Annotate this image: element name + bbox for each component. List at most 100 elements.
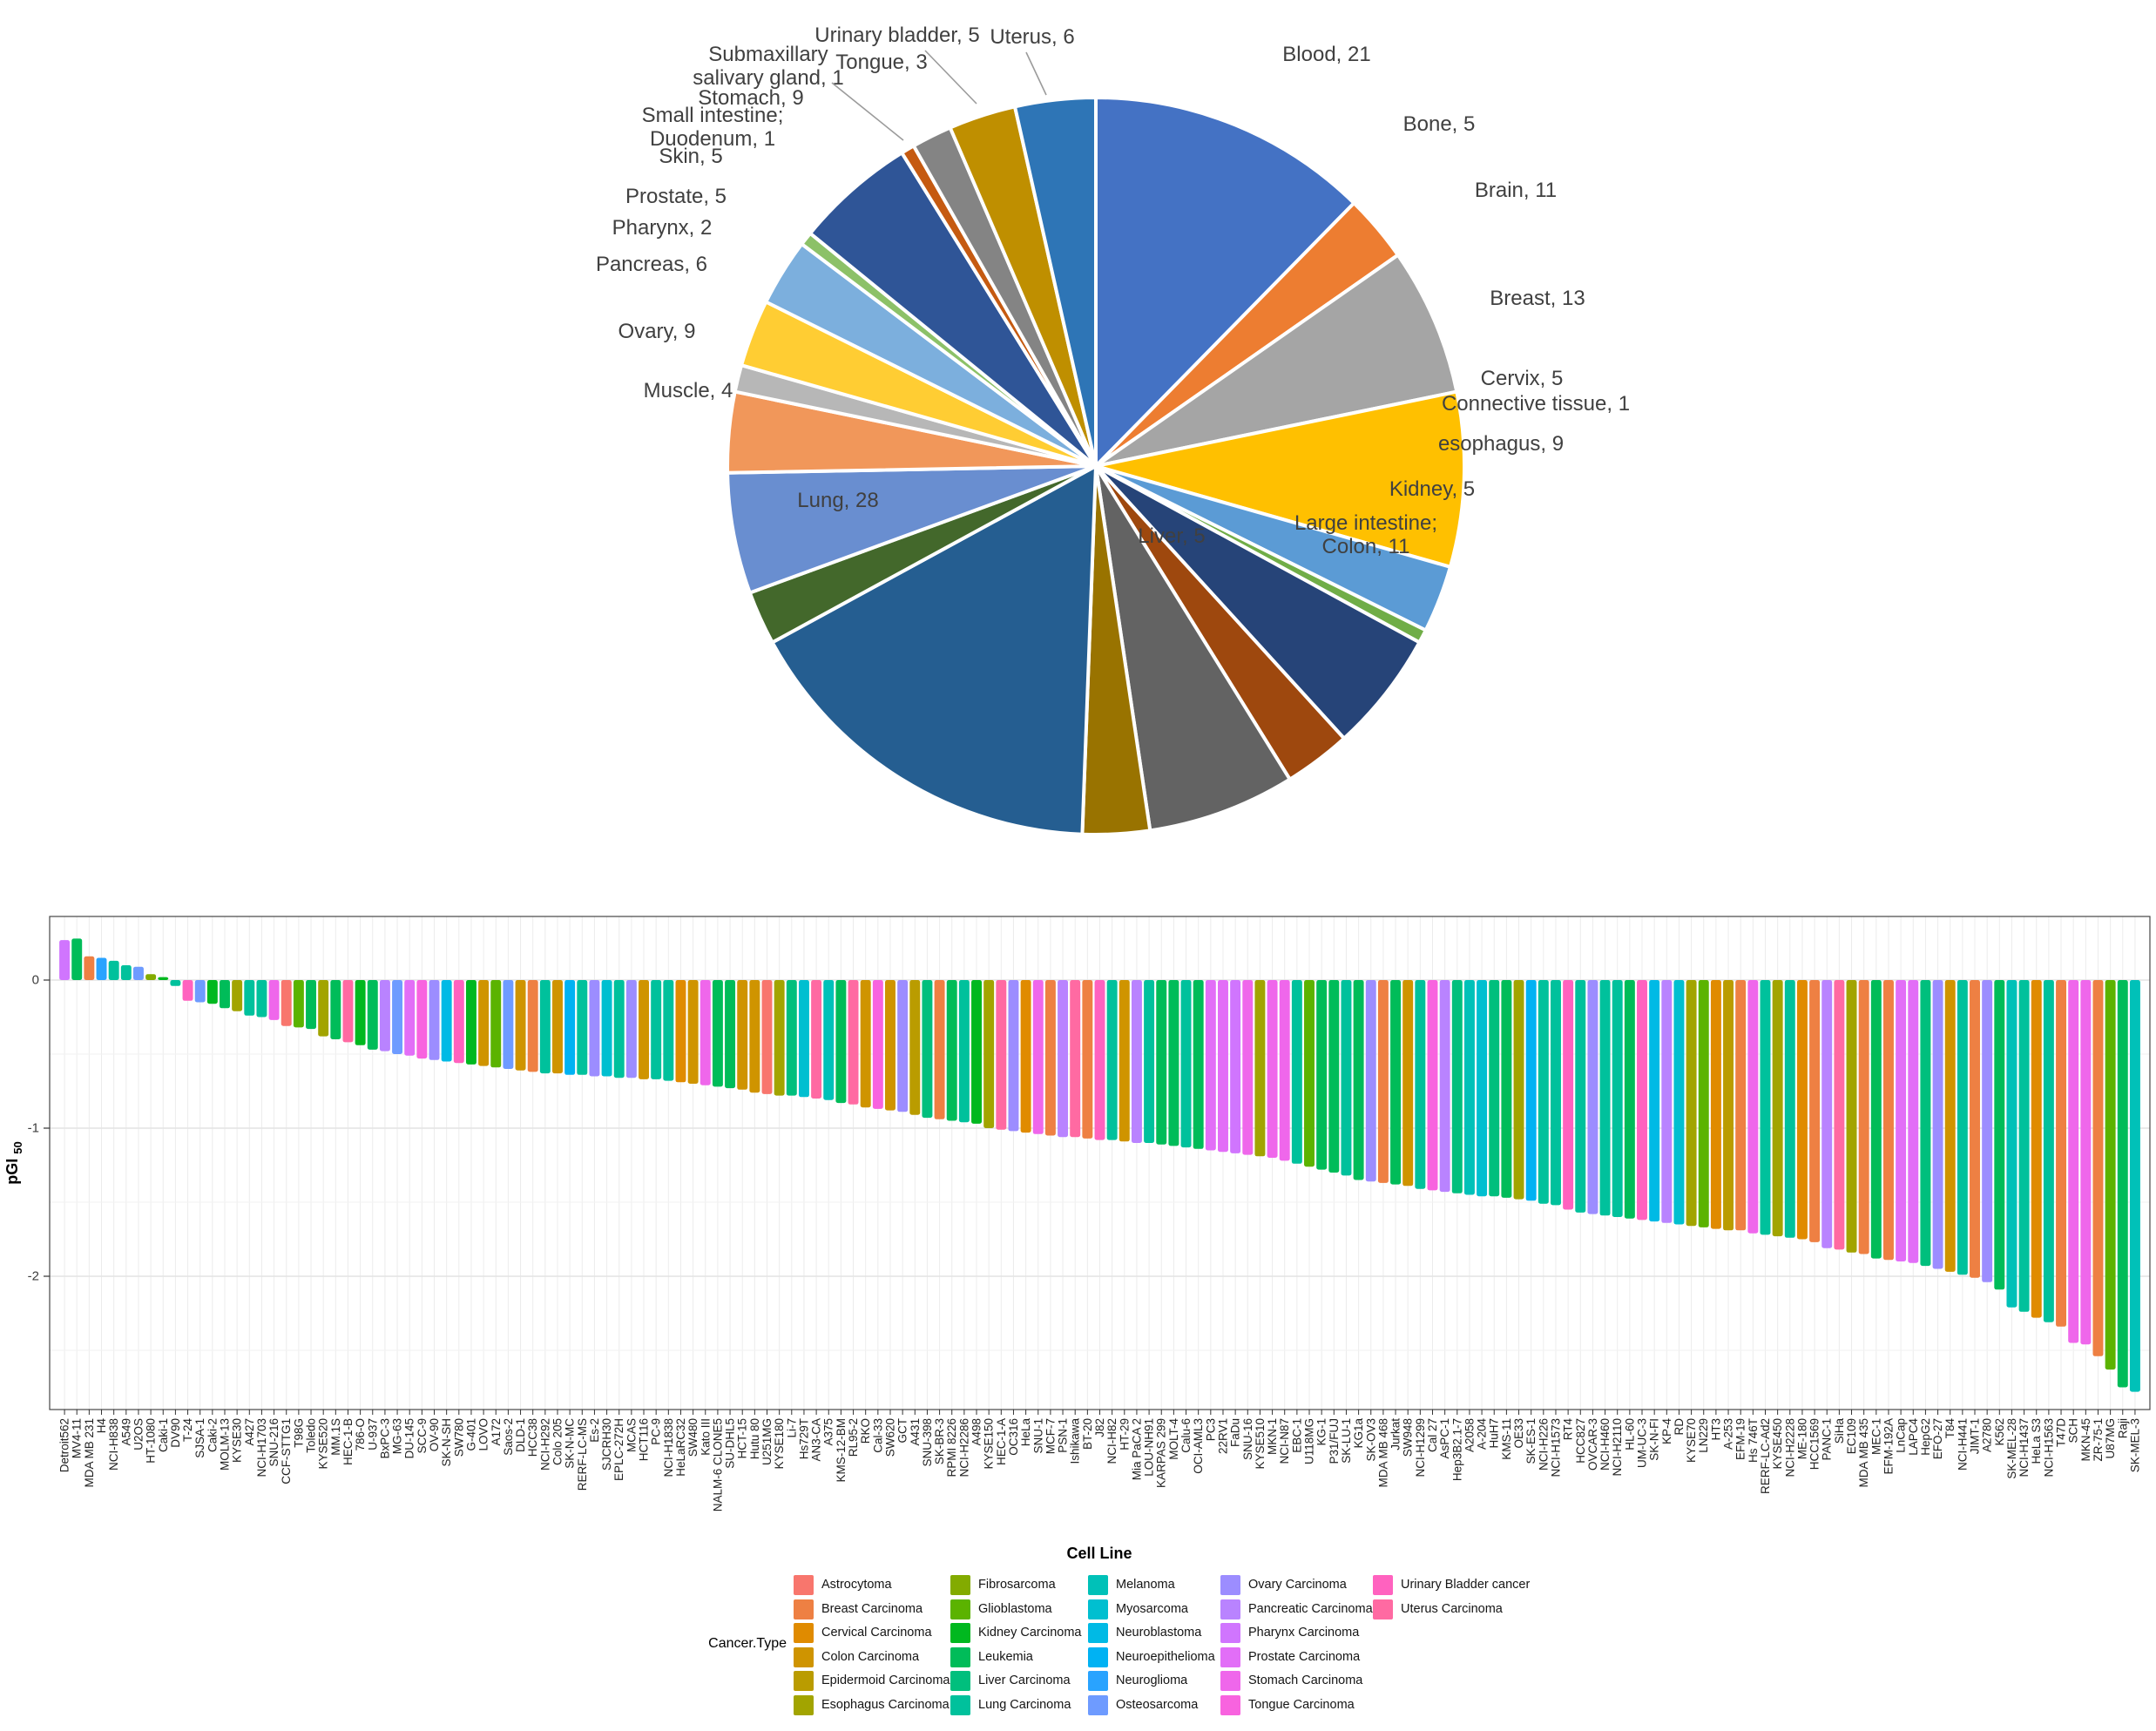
pie-leader-line bbox=[831, 82, 904, 141]
x-tick-label: Calu-6 bbox=[1179, 1418, 1193, 1453]
legend-item: Urinary Bladder cancer bbox=[1373, 1575, 1547, 1595]
x-tick-label: PSN-1 bbox=[1057, 1418, 1070, 1453]
x-tick-label: NCI-H1299 bbox=[1414, 1418, 1427, 1477]
pie-slice-label: Tongue, 3 bbox=[835, 51, 927, 74]
bar bbox=[96, 957, 107, 980]
x-tick-label: RT4 bbox=[1562, 1418, 1575, 1441]
bar bbox=[1477, 980, 1488, 1197]
x-tick-label: Caki-1 bbox=[157, 1418, 170, 1452]
bar bbox=[1058, 980, 1069, 1138]
bar bbox=[749, 980, 760, 1093]
x-tick-label: NCI-H2286 bbox=[957, 1418, 970, 1477]
x-tick-label: Hep3B2.1-7 bbox=[1450, 1418, 1463, 1481]
legend-swatch bbox=[1220, 1646, 1240, 1667]
x-tick-label: Ishikawa bbox=[1069, 1418, 1082, 1464]
bar bbox=[946, 980, 957, 1121]
bar bbox=[601, 980, 612, 1077]
pie-chart: Blood, 21 Bone, 5 Brain, 11 Breast, 13 Cervi… bbox=[596, 24, 1630, 836]
legend-swatch bbox=[950, 1694, 970, 1715]
legend-label: Esophagus Carcinoma bbox=[821, 1697, 950, 1712]
pie-slice-label: Breast, 13 bbox=[1490, 287, 1585, 310]
legend-label: Tongue Carcinoma bbox=[1248, 1697, 1355, 1712]
x-tick-label: EBC-1 bbox=[1290, 1418, 1303, 1453]
legend-label: Epidermoid Carcinoma bbox=[821, 1674, 950, 1687]
bar bbox=[897, 980, 909, 1112]
x-tick-label: BT-20 bbox=[1081, 1418, 1094, 1450]
bar bbox=[441, 980, 452, 1062]
bar bbox=[1082, 980, 1093, 1139]
bar bbox=[1218, 980, 1228, 1153]
pie-slice bbox=[808, 151, 1098, 468]
bar bbox=[1304, 980, 1315, 1167]
bar bbox=[625, 980, 637, 1078]
bar bbox=[220, 980, 230, 1009]
x-tick-label: MCAS bbox=[625, 1418, 638, 1452]
x-tick-label: Hs729T bbox=[797, 1418, 810, 1459]
bar bbox=[1599, 980, 1611, 1216]
legend-item: Lung Carcinoma bbox=[950, 1694, 1088, 1715]
legend-swatch bbox=[1220, 1623, 1240, 1643]
pie-slice-label: Skin, 5 bbox=[659, 145, 722, 168]
x-tick-label: HCT-15 bbox=[736, 1418, 749, 1459]
legend-column: Urinary Bladder cancer Uterus Carcinoma bbox=[1373, 1575, 1547, 1719]
y-axis-title: pGI 50 bbox=[3, 1141, 24, 1184]
x-tick-label: NCI-H226 bbox=[1537, 1418, 1550, 1471]
pie-slice-label: Blood, 21 bbox=[1282, 43, 1370, 66]
x-tick-label: A427 bbox=[243, 1418, 256, 1446]
x-tick-label: OVCAR-3 bbox=[1586, 1418, 1599, 1471]
x-tick-label: Mia PaCA 2 bbox=[1130, 1418, 1143, 1480]
x-tick-label: NCI-H2228 bbox=[1783, 1418, 1796, 1477]
x-tick-label: 22RV1 bbox=[1217, 1418, 1230, 1454]
x-tick-label: Kato III bbox=[699, 1418, 712, 1456]
x-tick-label: MEC-1 bbox=[1869, 1418, 1882, 1455]
x-tick-label: KYSE30 bbox=[231, 1418, 244, 1463]
bar bbox=[639, 980, 650, 1079]
bar bbox=[1525, 980, 1537, 1201]
legend-item: Uterus Carcinoma bbox=[1373, 1599, 1547, 1619]
x-tick-label: LAPC4 bbox=[1907, 1418, 1920, 1456]
x-tick-label: U87MG bbox=[2104, 1418, 2117, 1459]
bar bbox=[404, 980, 416, 1056]
x-tick-label: A431 bbox=[909, 1418, 922, 1446]
bar bbox=[1044, 980, 1056, 1136]
bar bbox=[1180, 980, 1192, 1148]
bar bbox=[84, 956, 95, 980]
x-tick-label: AN3-CA bbox=[810, 1418, 823, 1462]
bar bbox=[996, 980, 1007, 1130]
bar bbox=[885, 980, 896, 1111]
x-tick-label: ME-180 bbox=[1795, 1418, 1808, 1459]
x-tick-label: JIMT-1 bbox=[1969, 1418, 1982, 1454]
bar bbox=[798, 980, 809, 1098]
bar bbox=[59, 940, 71, 980]
bar bbox=[429, 980, 440, 1060]
pie-leader-line bbox=[1025, 51, 1047, 96]
pie-slice bbox=[1094, 389, 1467, 569]
x-tick-label: KP-4 bbox=[1660, 1418, 1673, 1445]
x-tick-label: GCT bbox=[896, 1418, 909, 1444]
bar bbox=[1353, 980, 1364, 1180]
bar bbox=[145, 974, 157, 980]
legend-label: Glioblastoma bbox=[978, 1601, 1052, 1616]
bar bbox=[318, 980, 329, 1037]
pie-slice-label: Pharynx, 2 bbox=[612, 216, 713, 240]
x-tick-label: PANC-1 bbox=[1821, 1418, 1834, 1461]
x-tick-label: DV90 bbox=[169, 1418, 182, 1448]
legend-item: Glioblastoma bbox=[950, 1599, 1088, 1619]
legend-label: Osteosarcoma bbox=[1116, 1697, 1199, 1712]
x-tick-label: PC3 bbox=[1204, 1418, 1217, 1441]
bar bbox=[465, 980, 476, 1065]
bar bbox=[1649, 980, 1660, 1222]
bar bbox=[811, 980, 822, 1099]
x-tick-label: MV4-11 bbox=[71, 1418, 84, 1458]
x-tick-label: NCI-H838 bbox=[107, 1418, 120, 1471]
bar bbox=[194, 980, 206, 1003]
x-tick-label: Hs 746T bbox=[1747, 1418, 1760, 1463]
x-tick-label: SK-ES-1 bbox=[1524, 1418, 1538, 1464]
bar bbox=[1673, 980, 1685, 1225]
legend-label: Myosarcoma bbox=[1116, 1601, 1188, 1616]
legend-item: Osteosarcoma bbox=[1088, 1694, 1220, 1715]
legend-swatch bbox=[1088, 1694, 1108, 1715]
x-tick-label: NCI-H1838 bbox=[662, 1418, 675, 1477]
x-tick-label: NCI-H1563 bbox=[2042, 1418, 2055, 1477]
x-tick-label: SJSA-1 bbox=[193, 1418, 206, 1458]
